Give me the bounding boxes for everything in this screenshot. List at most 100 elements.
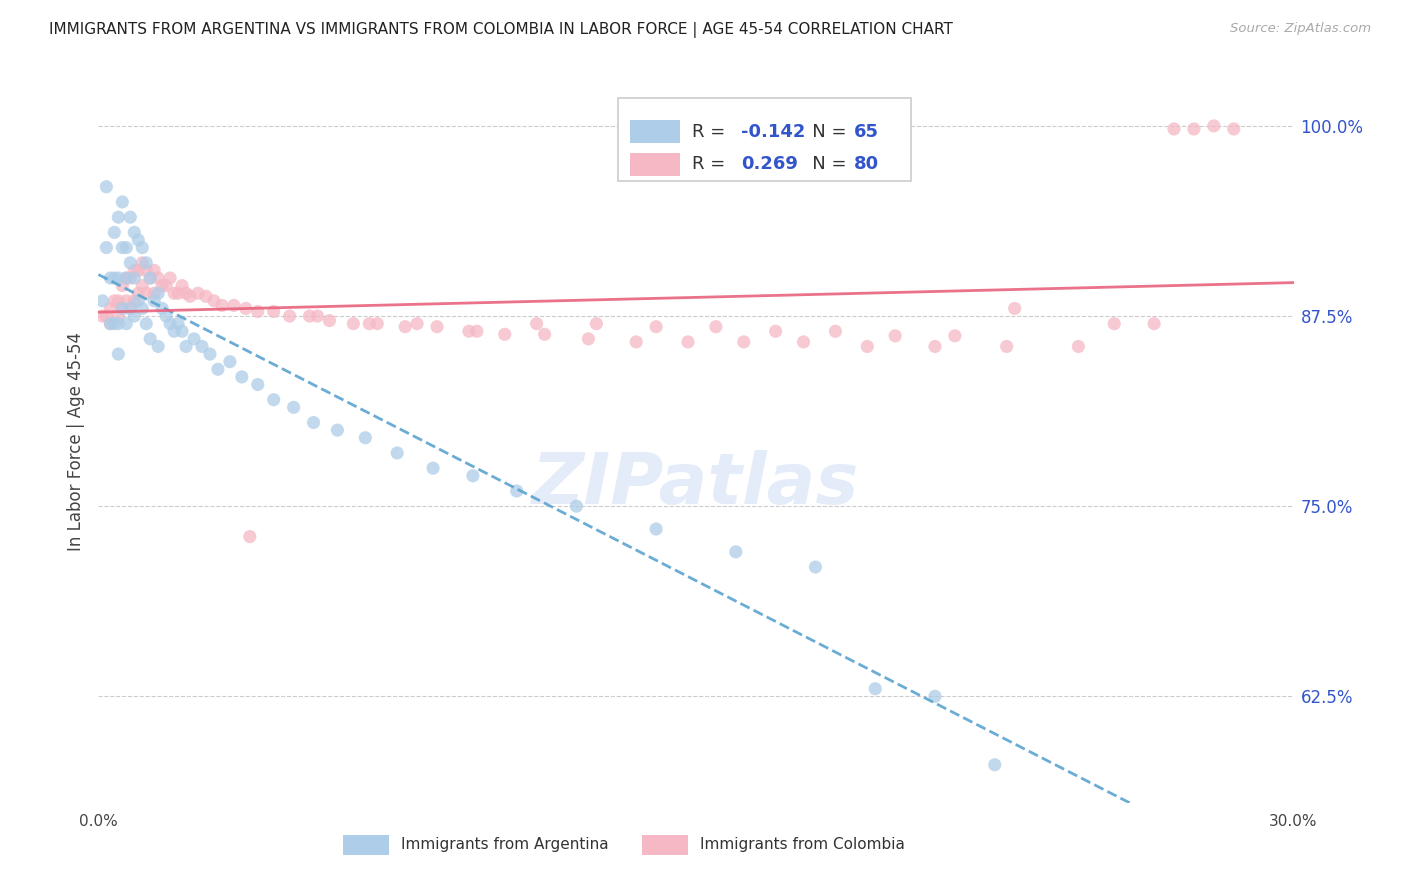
Point bbox=[111, 278, 134, 293]
Point bbox=[91, 293, 114, 308]
Point bbox=[426, 319, 449, 334]
Point bbox=[174, 339, 197, 353]
Y-axis label: In Labor Force | Age 45-54: In Labor Force | Age 45-54 bbox=[66, 332, 84, 551]
Point bbox=[107, 309, 129, 323]
Bar bbox=[630, 153, 681, 176]
Point bbox=[120, 210, 142, 224]
Point bbox=[1223, 122, 1246, 136]
Point bbox=[298, 309, 321, 323]
Point bbox=[856, 339, 879, 353]
Point bbox=[231, 370, 253, 384]
FancyBboxPatch shape bbox=[619, 98, 911, 181]
Point bbox=[127, 233, 149, 247]
Point bbox=[1163, 122, 1185, 136]
Text: N =: N = bbox=[796, 155, 852, 173]
Point bbox=[155, 278, 177, 293]
Text: N =: N = bbox=[796, 122, 852, 141]
Point bbox=[578, 332, 600, 346]
Point bbox=[150, 278, 173, 293]
Point bbox=[148, 339, 170, 353]
Point bbox=[127, 293, 149, 308]
Point bbox=[98, 317, 122, 331]
Point bbox=[211, 298, 233, 312]
Text: 65: 65 bbox=[853, 122, 879, 141]
Point bbox=[135, 286, 157, 301]
Point bbox=[804, 560, 827, 574]
Point bbox=[506, 483, 529, 498]
Point bbox=[458, 324, 481, 338]
Point bbox=[120, 301, 142, 316]
Point bbox=[103, 226, 125, 240]
Bar bbox=[643, 835, 688, 855]
Point bbox=[115, 293, 138, 308]
Text: 80: 80 bbox=[853, 155, 879, 173]
Point bbox=[263, 392, 285, 407]
Point bbox=[246, 377, 269, 392]
Point bbox=[1104, 317, 1126, 331]
Point bbox=[111, 301, 134, 316]
Point bbox=[167, 286, 190, 301]
Point bbox=[307, 309, 329, 323]
Point bbox=[124, 271, 146, 285]
Point bbox=[148, 271, 170, 285]
Point bbox=[98, 301, 122, 316]
Point bbox=[1182, 122, 1205, 136]
Point bbox=[884, 328, 907, 343]
Point bbox=[239, 530, 262, 544]
Point bbox=[159, 271, 181, 285]
Point bbox=[103, 317, 125, 331]
Point bbox=[195, 289, 218, 303]
Point bbox=[406, 317, 429, 331]
Point bbox=[995, 339, 1018, 353]
Point bbox=[98, 317, 122, 331]
Point bbox=[115, 317, 138, 331]
Point bbox=[139, 332, 162, 346]
Point bbox=[124, 309, 146, 323]
Point bbox=[107, 271, 129, 285]
Point bbox=[278, 309, 301, 323]
Point bbox=[91, 309, 114, 323]
Point bbox=[1004, 301, 1026, 316]
Point bbox=[96, 179, 118, 194]
Point bbox=[172, 324, 194, 338]
Point bbox=[135, 256, 157, 270]
Point bbox=[924, 690, 946, 704]
Point bbox=[115, 271, 138, 285]
Point bbox=[127, 263, 149, 277]
Point bbox=[533, 327, 555, 342]
Point bbox=[676, 334, 699, 349]
Point bbox=[163, 286, 186, 301]
Point bbox=[235, 301, 257, 316]
Point bbox=[191, 339, 214, 353]
Point bbox=[526, 317, 548, 331]
Point bbox=[422, 461, 444, 475]
Point bbox=[187, 286, 209, 301]
Point bbox=[163, 324, 186, 338]
Text: 0.269: 0.269 bbox=[741, 155, 799, 173]
Point bbox=[283, 401, 305, 415]
Point bbox=[219, 354, 242, 368]
Point bbox=[135, 317, 157, 331]
Point bbox=[124, 263, 146, 277]
Point bbox=[111, 301, 134, 316]
Point bbox=[111, 194, 134, 209]
Point bbox=[174, 286, 197, 301]
Point bbox=[366, 317, 388, 331]
Point bbox=[135, 263, 157, 277]
Point bbox=[143, 263, 166, 277]
Point bbox=[342, 317, 364, 331]
Point bbox=[924, 339, 946, 353]
Point bbox=[461, 468, 484, 483]
Point bbox=[302, 416, 325, 430]
Point bbox=[1067, 339, 1090, 353]
Point bbox=[96, 309, 118, 323]
Point bbox=[565, 499, 588, 513]
Bar bbox=[343, 835, 389, 855]
Point bbox=[167, 317, 190, 331]
Point bbox=[107, 210, 129, 224]
Text: R =: R = bbox=[692, 155, 731, 173]
Point bbox=[111, 241, 134, 255]
Point bbox=[1202, 119, 1225, 133]
Point bbox=[359, 317, 381, 331]
Text: Immigrants from Argentina: Immigrants from Argentina bbox=[401, 838, 609, 852]
